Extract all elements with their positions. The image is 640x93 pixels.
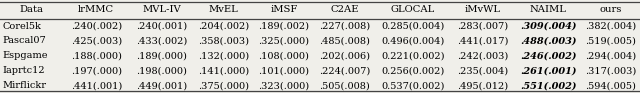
Text: .261(.001): .261(.001) — [520, 66, 576, 75]
Text: Data: Data — [20, 5, 44, 14]
Text: .202(.006): .202(.006) — [319, 51, 370, 60]
Text: .101(.000): .101(.000) — [259, 66, 309, 75]
Text: .382(.004): .382(.004) — [585, 22, 636, 31]
Text: .594(.005): .594(.005) — [585, 81, 636, 90]
Text: 0.256(0.002): 0.256(0.002) — [381, 66, 444, 75]
Text: .189(.002): .189(.002) — [259, 22, 309, 31]
Text: .325(.000): .325(.000) — [259, 36, 309, 45]
Text: 0.496(0.004): 0.496(0.004) — [381, 36, 444, 45]
Text: .235(.004): .235(.004) — [458, 66, 508, 75]
Text: .189(.000): .189(.000) — [136, 51, 187, 60]
Text: .323(.000): .323(.000) — [258, 81, 309, 90]
Text: .309(.004): .309(.004) — [520, 22, 576, 31]
Text: .317(.003): .317(.003) — [585, 66, 636, 75]
Text: Mirflickr: Mirflickr — [3, 81, 47, 90]
Text: lrMMC: lrMMC — [78, 5, 115, 14]
Text: 0.537(0.002): 0.537(0.002) — [381, 81, 444, 90]
Text: .519(.005): .519(.005) — [585, 36, 636, 45]
Text: .441(.017): .441(.017) — [457, 36, 509, 45]
Text: GLOCAL: GLOCAL — [390, 5, 435, 14]
Text: .188(.000): .188(.000) — [71, 51, 122, 60]
Text: iMSF: iMSF — [270, 5, 298, 14]
Text: .449(.001): .449(.001) — [136, 81, 187, 90]
Text: C2AE: C2AE — [330, 5, 359, 14]
Text: iMvWL: iMvWL — [465, 5, 501, 14]
Text: MVL-IV: MVL-IV — [142, 5, 181, 14]
Text: .197(.000): .197(.000) — [71, 66, 122, 75]
Text: 0.285(0.004): 0.285(0.004) — [381, 22, 444, 31]
Text: Pascal07: Pascal07 — [3, 36, 46, 45]
Text: Espgame: Espgame — [3, 51, 48, 60]
Text: .294(.004): .294(.004) — [585, 51, 636, 60]
Text: NAIML: NAIML — [530, 5, 566, 14]
Text: .495(.012): .495(.012) — [458, 81, 508, 90]
Text: .108(.000): .108(.000) — [259, 51, 309, 60]
Text: Corel5k: Corel5k — [3, 22, 42, 31]
Text: .132(.000): .132(.000) — [198, 51, 249, 60]
Text: .433(.002): .433(.002) — [136, 36, 187, 45]
Text: .240(.002): .240(.002) — [71, 22, 122, 31]
Text: .242(.003): .242(.003) — [457, 51, 509, 60]
Text: .240(.001): .240(.001) — [136, 22, 187, 31]
Text: .375(.000): .375(.000) — [198, 81, 249, 90]
Text: .441(.001): .441(.001) — [70, 81, 122, 90]
Text: .204(.002): .204(.002) — [198, 22, 249, 31]
Text: MvEL: MvEL — [209, 5, 239, 14]
Text: .488(.003): .488(.003) — [520, 36, 576, 45]
Text: .198(.000): .198(.000) — [136, 66, 187, 75]
Text: 0.221(0.002): 0.221(0.002) — [381, 51, 444, 60]
Text: .283(.007): .283(.007) — [458, 22, 508, 31]
Text: .246(.002): .246(.002) — [520, 51, 576, 60]
Text: .551(.002): .551(.002) — [520, 81, 576, 90]
Text: .141(.000): .141(.000) — [198, 66, 249, 75]
Text: .227(.008): .227(.008) — [319, 22, 370, 31]
Text: .485(.008): .485(.008) — [319, 36, 370, 45]
Text: Iaprtc12: Iaprtc12 — [3, 66, 45, 75]
Text: ours: ours — [599, 5, 621, 14]
Text: .505(.008): .505(.008) — [319, 81, 370, 90]
Text: .358(.003): .358(.003) — [198, 36, 249, 45]
Text: .224(.007): .224(.007) — [319, 66, 371, 75]
Text: .425(.003): .425(.003) — [71, 36, 122, 45]
